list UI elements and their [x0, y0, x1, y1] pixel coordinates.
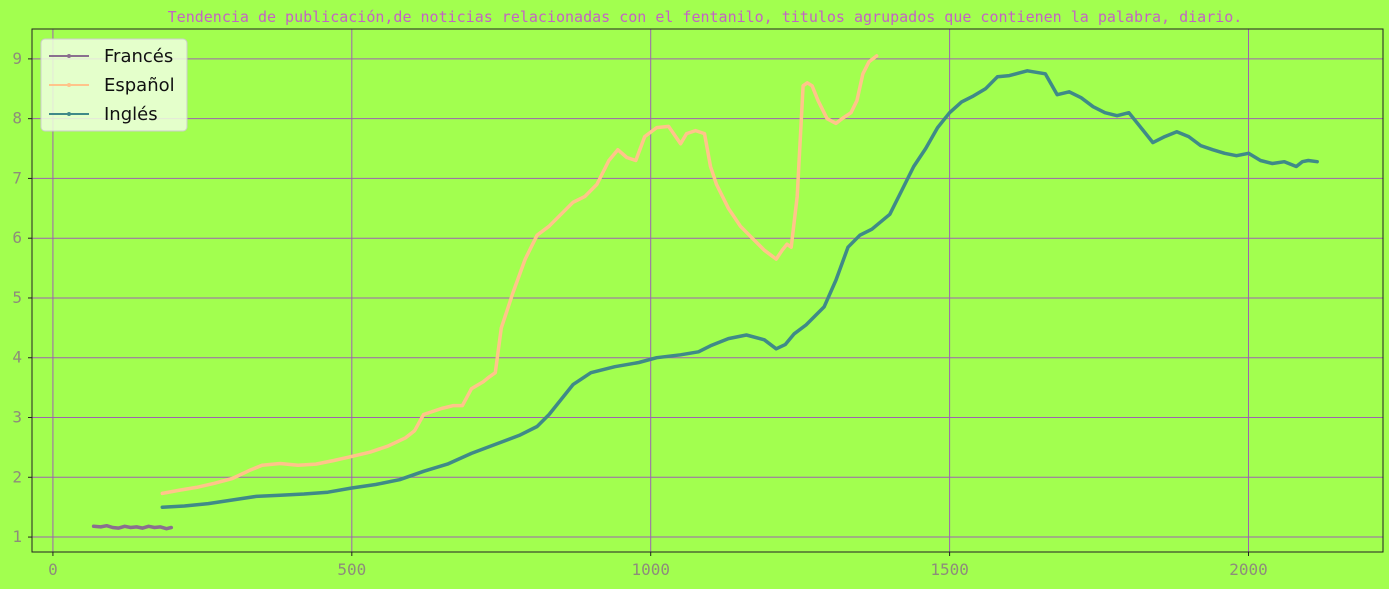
x-axis-ticks: 0 500 1000 1500 2000 [48, 552, 1268, 579]
chart-title: Tendencia de publicación,de noticias rel… [168, 8, 1243, 26]
y-tick-label: 8 [12, 109, 22, 128]
y-tick-label: 6 [12, 228, 22, 247]
legend-marker [67, 83, 71, 87]
plot-area [32, 29, 1383, 552]
y-tick-label: 1 [12, 527, 22, 546]
y-tick-label: 4 [12, 348, 22, 367]
plot-frame [31, 28, 1384, 553]
legend-marker [67, 54, 71, 58]
y-tick-label: 9 [12, 49, 22, 68]
y-tick-label: 7 [12, 168, 22, 187]
legend-label: Inglés [104, 104, 158, 125]
y-tick-label: 3 [12, 408, 22, 427]
series-line-2 [160, 69, 1319, 509]
x-tick-label: 2000 [1229, 560, 1268, 579]
grid [32, 29, 1383, 552]
x-tick-label: 1000 [631, 560, 670, 579]
y-tick-label: 2 [12, 467, 22, 486]
x-tick-label: 0 [48, 560, 58, 579]
y-axis-ticks: 1 2 3 4 5 6 7 8 9 [12, 49, 32, 546]
series-line-0 [91, 523, 174, 531]
legend-marker [67, 112, 71, 116]
series-line-1 [160, 54, 879, 496]
x-tick-label: 500 [337, 560, 366, 579]
legend: Francés Español Inglés [40, 38, 188, 132]
y-tick-label: 5 [12, 288, 22, 307]
series-lines [91, 54, 1319, 531]
x-tick-label: 1500 [930, 560, 969, 579]
legend-label: Español [104, 75, 175, 96]
legend-label: Francés [104, 46, 173, 67]
legend-box [40, 38, 188, 132]
